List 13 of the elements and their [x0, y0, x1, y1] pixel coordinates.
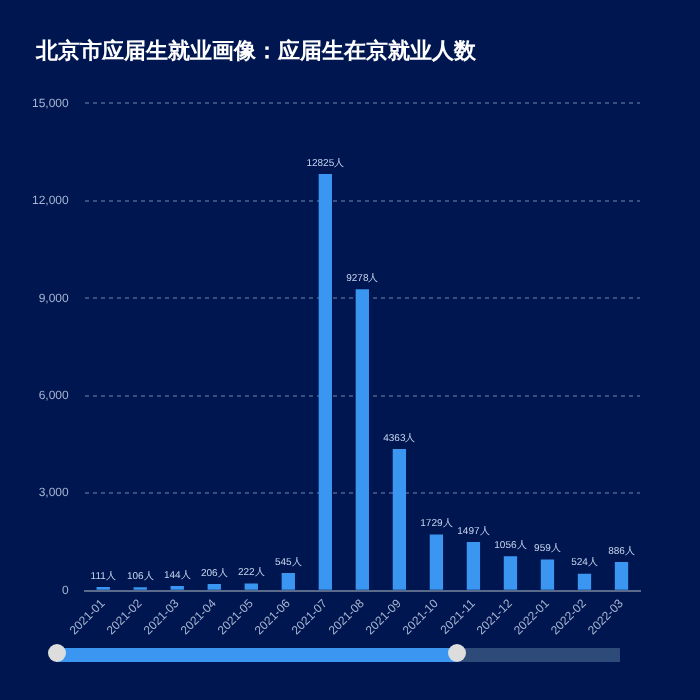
bar [281, 572, 295, 590]
bar [614, 561, 629, 590]
bar [466, 542, 481, 590]
bar [540, 559, 555, 590]
chart-title: 北京市应届生就业画像：应届生在京就业人数 [36, 36, 476, 66]
bar [355, 289, 370, 590]
bar [244, 583, 258, 590]
bar [392, 448, 407, 590]
bar [429, 534, 444, 590]
bar [318, 173, 332, 590]
bar [207, 583, 221, 590]
bar [503, 556, 518, 590]
bar [577, 573, 592, 590]
